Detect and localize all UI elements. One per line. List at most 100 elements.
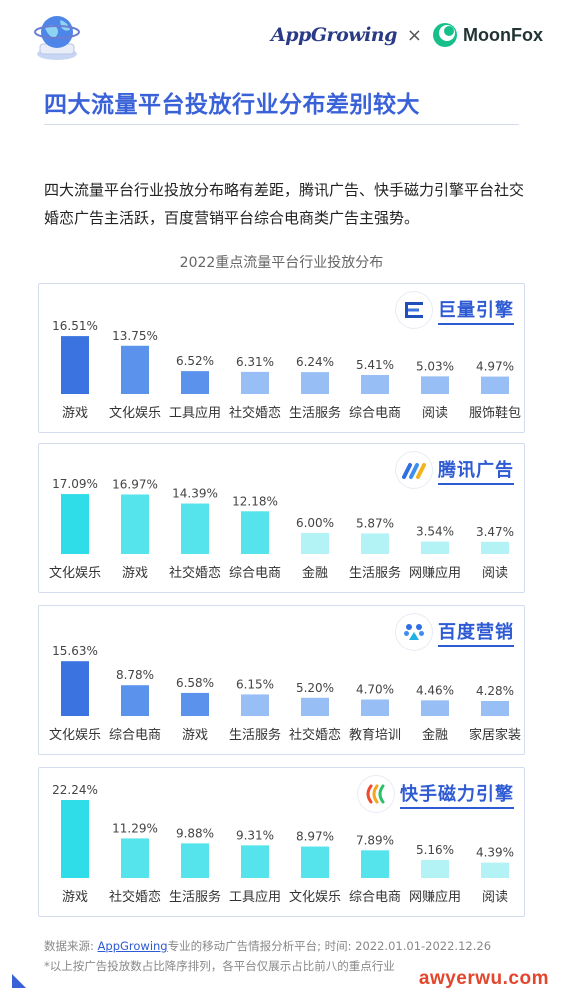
value-label-0: 15.63%	[52, 644, 98, 658]
bar-0	[61, 336, 89, 394]
category-label-1: 游戏	[122, 566, 148, 581]
bar-3	[241, 845, 269, 878]
bar-2	[181, 371, 209, 394]
intro-paragraph: 四大流量平台行业投放分布略有差距，腾讯广告、快手磁力引擎平台社交婚恋广告主活跃，…	[44, 181, 525, 227]
globe-icon	[34, 16, 80, 60]
bar-4	[301, 697, 329, 716]
value-label-3: 6.15%	[236, 677, 274, 691]
bar-chart-baidu: 15.63% 文化娱乐 8.78% 综合电商 6.58% 游戏 6.15% 生活服务 5.20%…	[49, 644, 521, 743]
value-label-3: 6.31%	[236, 355, 274, 369]
watermark: awyerwu.com	[418, 968, 549, 989]
category-label-0: 文化娱乐	[49, 566, 101, 581]
category-label-3: 生活服务	[229, 727, 281, 743]
bar-0	[61, 800, 89, 878]
category-label-5: 综合电商	[349, 406, 401, 421]
value-label-6: 4.46%	[416, 683, 454, 697]
value-label-2: 9.88%	[176, 826, 214, 840]
value-label-0: 16.51%	[52, 319, 98, 333]
title-divider	[44, 124, 519, 125]
bar-0	[61, 494, 89, 554]
appgrowing-link[interactable]: AppGrowing	[97, 939, 168, 953]
bar-chart-tencent: 17.09% 文化娱乐 16.97% 游戏 14.39% 社交婚恋 12.18% 综合电商 6.…	[49, 477, 514, 581]
bar-4	[301, 372, 329, 394]
platform-badge: 腾讯广告	[396, 452, 514, 488]
bar-chart-juliang: 16.51% 游戏 13.75% 文化娱乐 6.52% 工具应用 6.31% 社交婚恋 6.24…	[52, 319, 521, 421]
category-label-4: 金融	[302, 565, 328, 581]
value-label-2: 6.52%	[176, 354, 214, 368]
category-label-5: 综合电商	[349, 890, 401, 905]
bar-4	[301, 532, 329, 554]
category-label-4: 社交婚恋	[289, 727, 341, 743]
category-label-2: 生活服务	[169, 889, 221, 905]
bar-6	[421, 700, 449, 716]
value-label-3: 9.31%	[236, 828, 274, 842]
category-label-3: 工具应用	[229, 889, 281, 905]
appgrowing-logo: AppGrowing	[271, 24, 397, 46]
category-label-6: 金融	[422, 727, 448, 743]
value-label-4: 8.97%	[296, 830, 334, 844]
category-label-4: 文化娱乐	[289, 890, 341, 905]
value-label-6: 3.54%	[416, 525, 454, 539]
bar-5	[361, 699, 389, 716]
value-label-1: 13.75%	[112, 329, 158, 343]
value-label-2: 14.39%	[172, 487, 218, 501]
value-label-6: 5.16%	[416, 843, 454, 857]
category-label-7: 家居家装	[469, 727, 521, 743]
platform-name: 腾讯广告	[438, 456, 514, 485]
value-label-3: 12.18%	[232, 494, 278, 508]
platform-name: 百度营销	[438, 618, 514, 647]
moonfox-label: MoonFox	[463, 24, 543, 45]
value-label-5: 7.89%	[356, 833, 394, 847]
chart-panel-kuaishou: 22.24% 游戏 11.29% 社交婚恋 9.88% 生活服务 9.31% 工具应用 8.97…	[38, 767, 525, 917]
category-label-4: 生活服务	[289, 405, 341, 421]
value-label-4: 6.00%	[296, 516, 334, 530]
bar-5	[361, 533, 389, 554]
category-label-2: 社交婚恋	[169, 565, 221, 581]
brand-separator: ×	[406, 24, 423, 46]
value-label-7: 4.97%	[476, 360, 514, 374]
bar-7	[481, 862, 509, 878]
bar-6	[421, 859, 449, 878]
brand-row: AppGrowing × MoonFox	[271, 22, 543, 48]
bar-3	[241, 371, 269, 394]
category-label-7: 阅读	[482, 890, 508, 905]
category-label-2: 工具应用	[169, 405, 221, 421]
value-label-2: 6.58%	[176, 676, 214, 690]
source-prefix: 数据来源:	[44, 939, 98, 953]
footer-notes: 数据来源: AppGrowing专业的移动广告情报分析平台; 时间: 2022.…	[44, 936, 491, 976]
bar-5	[361, 850, 389, 878]
footnote: *以上按广告投放数占比降序排列，各平台仅展示占比前八的重点行业	[44, 959, 395, 973]
category-label-1: 综合电商	[109, 728, 161, 743]
category-label-7: 阅读	[482, 566, 508, 581]
bar-6	[421, 541, 449, 554]
platform-name: 巨量引擎	[438, 296, 514, 325]
bar-4	[301, 846, 329, 878]
value-label-5: 4.70%	[356, 683, 394, 697]
source-suffix: 专业的移动广告情报分析平台; 时间: 2022.01.01-2022.12.26	[167, 939, 492, 953]
platform-badge: 百度营销	[396, 614, 514, 650]
bar-5	[361, 375, 389, 394]
chart-title: 2022重点流量平台行业投放分布	[179, 255, 384, 271]
value-label-4: 5.20%	[296, 681, 334, 695]
bar-0	[61, 661, 89, 716]
kuaishou-icon	[358, 776, 394, 812]
value-label-6: 5.03%	[416, 359, 454, 373]
category-label-6: 网赚应用	[409, 889, 461, 905]
tencent-ads-icon	[396, 452, 432, 488]
data-source-line: 数据来源: AppGrowing专业的移动广告情报分析平台; 时间: 2022.…	[44, 936, 491, 956]
bar-1	[121, 494, 149, 554]
category-label-2: 游戏	[182, 728, 208, 743]
platform-badge: 快手磁力引擎	[358, 776, 514, 812]
category-label-5: 生活服务	[349, 565, 401, 581]
moonfox-logo: MoonFox	[432, 22, 543, 48]
bar-3	[241, 694, 269, 716]
value-label-4: 6.24%	[296, 355, 334, 369]
category-label-1: 社交婚恋	[109, 889, 161, 905]
chart-panel-tencent: 17.09% 文化娱乐 16.97% 游戏 14.39% 社交婚恋 12.18% 综合电商 6.…	[38, 443, 525, 593]
bar-7	[481, 541, 509, 554]
bar-7	[481, 700, 509, 716]
value-label-0: 17.09%	[52, 477, 98, 491]
platform-name: 快手磁力引擎	[400, 780, 514, 809]
category-label-6: 阅读	[422, 406, 448, 421]
category-label-0: 游戏	[62, 406, 88, 421]
